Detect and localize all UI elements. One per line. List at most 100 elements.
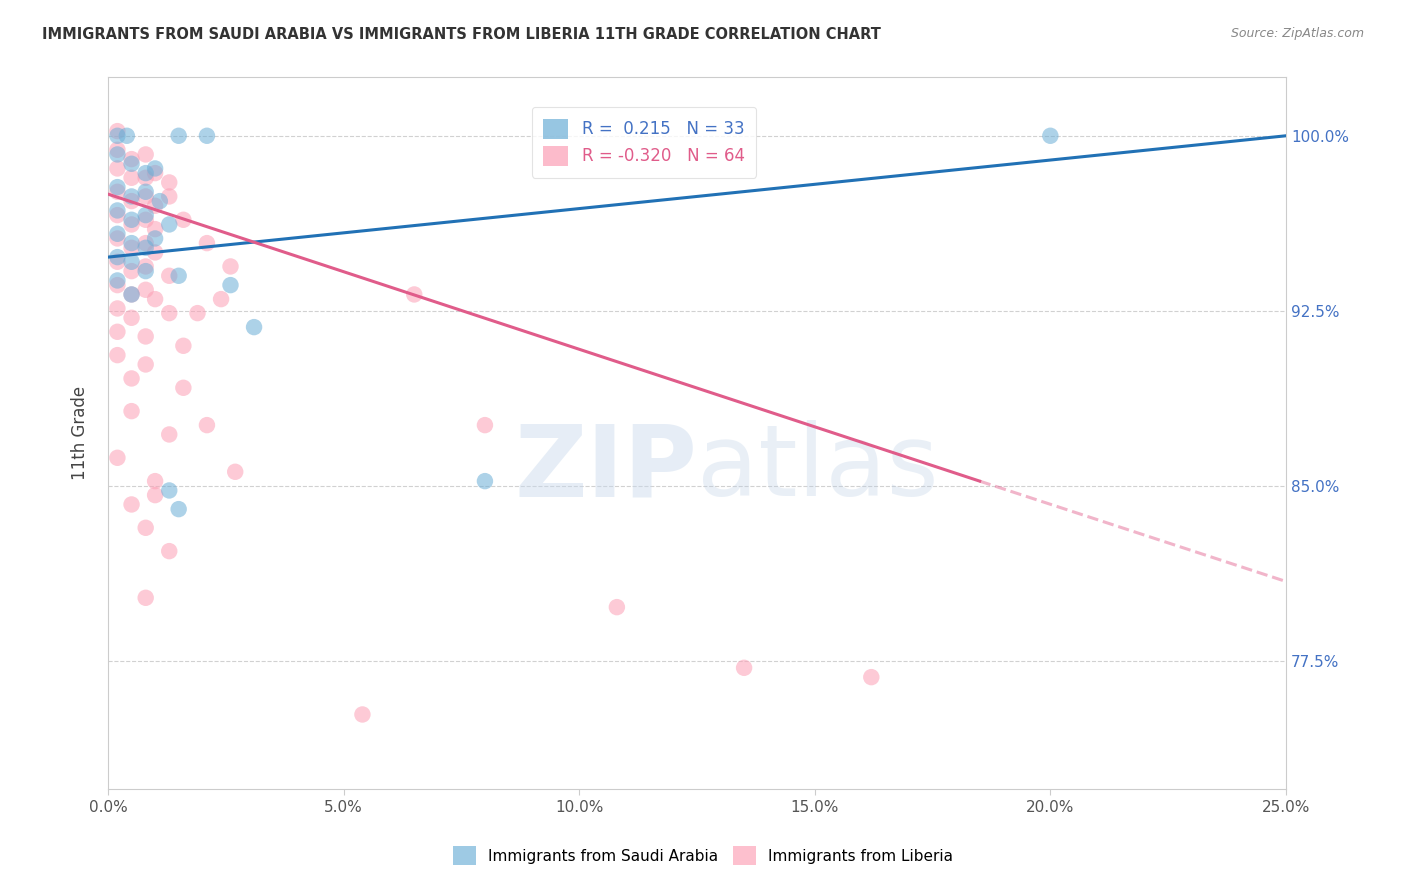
Point: [167, 268, 190, 283]
Point: [143, 199, 166, 213]
Point: [143, 488, 166, 502]
Point: [143, 474, 166, 488]
Point: [135, 283, 157, 297]
Point: [107, 348, 129, 362]
Point: [107, 254, 129, 268]
Point: [143, 292, 166, 306]
Point: [121, 236, 143, 251]
Point: [172, 212, 194, 227]
Point: [860, 670, 883, 684]
Point: [143, 245, 166, 260]
Point: [107, 203, 129, 218]
Point: [135, 170, 157, 185]
Point: [107, 450, 129, 465]
Text: Source: ZipAtlas.com: Source: ZipAtlas.com: [1230, 27, 1364, 40]
Point: [474, 474, 496, 488]
Point: [135, 147, 157, 161]
Point: [157, 189, 180, 203]
Point: [143, 231, 166, 245]
Point: [157, 483, 180, 498]
Legend: Immigrants from Saudi Arabia, Immigrants from Liberia: Immigrants from Saudi Arabia, Immigrants…: [447, 840, 959, 871]
Text: atlas: atlas: [697, 420, 939, 517]
Point: [121, 254, 143, 268]
Point: [143, 222, 166, 236]
Point: [107, 227, 129, 241]
Point: [107, 208, 129, 222]
Point: [135, 208, 157, 222]
Point: [121, 152, 143, 166]
Point: [733, 661, 755, 675]
Point: [115, 128, 138, 143]
Point: [121, 189, 143, 203]
Point: [195, 236, 218, 251]
Point: [157, 306, 180, 320]
Point: [135, 591, 157, 605]
Point: [135, 521, 157, 535]
Point: [135, 212, 157, 227]
Point: [135, 241, 157, 255]
Point: [167, 128, 190, 143]
Point: [107, 161, 129, 176]
Point: [219, 278, 242, 293]
Point: [219, 260, 242, 274]
Point: [107, 180, 129, 194]
Point: [157, 218, 180, 232]
Point: [107, 301, 129, 316]
Point: [107, 128, 129, 143]
Point: [606, 600, 628, 615]
Point: [121, 287, 143, 301]
Point: [121, 157, 143, 171]
Point: [121, 404, 143, 418]
Point: [107, 231, 129, 245]
Point: [157, 176, 180, 190]
Legend: R =  0.215   N = 33, R = -0.320   N = 64: R = 0.215 N = 33, R = -0.320 N = 64: [531, 107, 756, 178]
Point: [143, 166, 166, 180]
Point: [1039, 128, 1062, 143]
Point: [172, 381, 194, 395]
Point: [121, 498, 143, 512]
Point: [157, 544, 180, 558]
Point: [121, 371, 143, 385]
Point: [135, 260, 157, 274]
Point: [107, 278, 129, 293]
Point: [121, 264, 143, 278]
Point: [135, 236, 157, 251]
Point: [107, 273, 129, 287]
Point: [135, 185, 157, 199]
Y-axis label: 11th Grade: 11th Grade: [72, 386, 89, 481]
Point: [243, 320, 266, 334]
Point: [135, 329, 157, 343]
Point: [352, 707, 374, 722]
Point: [107, 124, 129, 138]
Point: [121, 863, 143, 878]
Point: [186, 306, 208, 320]
Point: [474, 418, 496, 433]
Point: [107, 147, 129, 161]
Point: [135, 264, 157, 278]
Point: [135, 189, 157, 203]
Point: [167, 502, 190, 516]
Point: [135, 166, 157, 180]
Point: [121, 287, 143, 301]
Point: [121, 170, 143, 185]
Point: [149, 194, 172, 208]
Point: [224, 465, 246, 479]
Point: [107, 185, 129, 199]
Point: [157, 268, 180, 283]
Point: [195, 418, 218, 433]
Point: [195, 128, 218, 143]
Point: [121, 241, 143, 255]
Point: [121, 310, 143, 325]
Point: [107, 250, 129, 264]
Point: [143, 161, 166, 176]
Text: ZIP: ZIP: [515, 420, 697, 517]
Point: [209, 292, 232, 306]
Point: [135, 358, 157, 372]
Point: [157, 427, 180, 442]
Point: [121, 218, 143, 232]
Point: [121, 212, 143, 227]
Point: [121, 194, 143, 208]
Point: [107, 143, 129, 157]
Point: [172, 339, 194, 353]
Text: IMMIGRANTS FROM SAUDI ARABIA VS IMMIGRANTS FROM LIBERIA 11TH GRADE CORRELATION C: IMMIGRANTS FROM SAUDI ARABIA VS IMMIGRAN…: [42, 27, 882, 42]
